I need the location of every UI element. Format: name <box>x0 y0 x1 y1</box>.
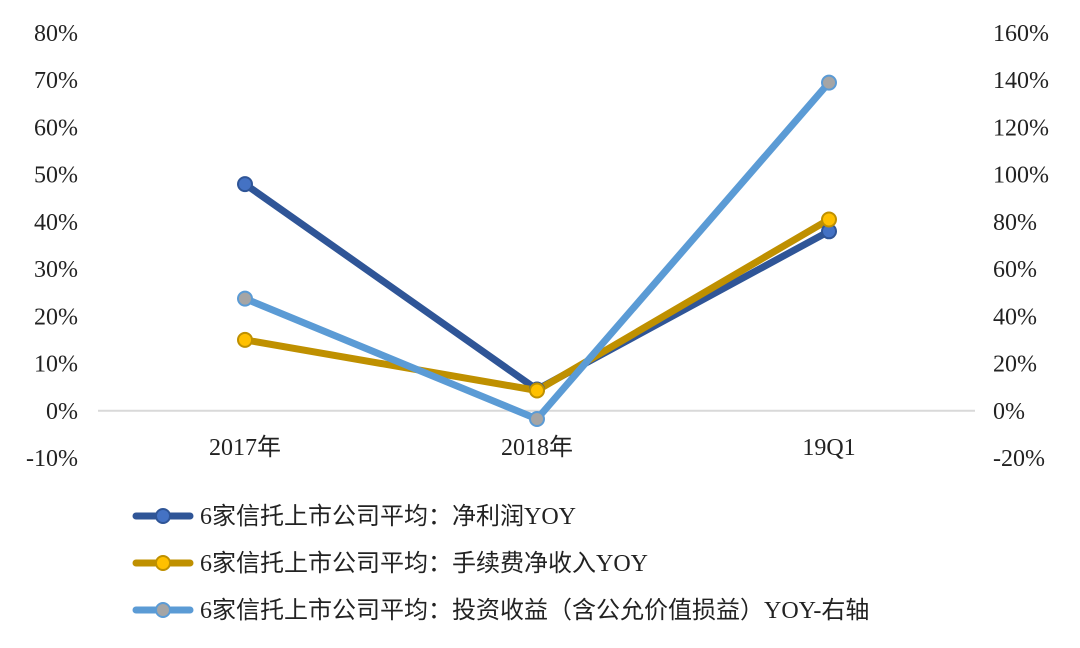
legend-swatch-marker <box>155 508 171 524</box>
right-tick-label: 20% <box>993 352 1037 378</box>
category-label: 2017年 <box>209 434 281 461</box>
left-tick-label: 70% <box>34 68 78 94</box>
series-1-point <box>237 176 253 193</box>
right-tick-label: 40% <box>993 304 1037 330</box>
left-axis-ticks: -10% 0% 10% 20% 30% 40% 50% 60% 70% 80% <box>26 21 78 472</box>
series-markers <box>237 74 837 427</box>
right-tick-label: 0% <box>993 399 1025 425</box>
series-3-point <box>237 290 253 307</box>
legend-swatch-marker <box>155 555 171 571</box>
left-tick-label: 40% <box>34 210 78 236</box>
legend-swatch-marker <box>155 602 171 618</box>
right-tick-label: 80% <box>993 210 1037 236</box>
legend-label: 6家信托上市公司平均：净利润YOY <box>200 503 576 530</box>
left-tick-label: 50% <box>34 163 78 189</box>
series-3-point <box>529 411 545 427</box>
category-label: 19Q1 <box>802 435 855 461</box>
right-axis-ticks: -20% 0% 20% 40% 60% 80% 100% 120% 140% 160% <box>993 21 1049 472</box>
series-3-point <box>821 74 837 91</box>
series-line-3 <box>241 79 833 423</box>
category-labels: 2017年 2018年 19Q1 <box>209 434 856 461</box>
left-tick-label: 30% <box>34 257 78 283</box>
series-2-point <box>821 211 837 228</box>
right-tick-label: -20% <box>993 446 1045 472</box>
legend-label: 6家信托上市公司平均：手续费净收入YOY <box>200 550 648 577</box>
legend-label: 6家信托上市公司平均：投资收益（含公允价值损益）YOY-右轴 <box>200 597 869 624</box>
right-tick-label: 160% <box>993 21 1049 47</box>
left-tick-label: -10% <box>26 446 78 472</box>
right-tick-label: 60% <box>993 257 1037 283</box>
series-lines <box>241 79 833 423</box>
left-tick-label: 60% <box>34 115 78 141</box>
right-tick-label: 120% <box>993 115 1049 141</box>
right-tick-label: 100% <box>993 163 1049 189</box>
left-tick-label: 80% <box>34 21 78 47</box>
series-2-point <box>237 331 253 348</box>
legend: 6家信托上市公司平均：净利润YOY 6家信托上市公司平均：手续费净收入YOY 6家信… <box>132 503 869 624</box>
left-tick-label: 0% <box>46 399 78 425</box>
left-tick-label: 10% <box>34 352 78 378</box>
series-2-point <box>529 382 545 399</box>
series-line-1 <box>241 180 833 393</box>
category-label: 2018年 <box>501 434 573 461</box>
right-tick-label: 140% <box>993 68 1049 94</box>
left-tick-label: 20% <box>34 304 78 330</box>
